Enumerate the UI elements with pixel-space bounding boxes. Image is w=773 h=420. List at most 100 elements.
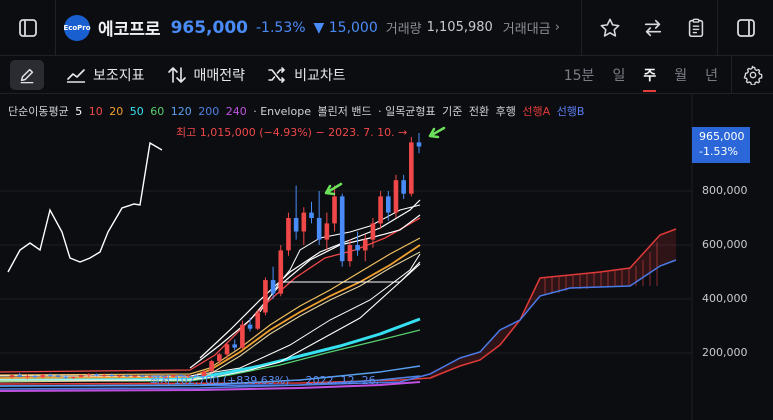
stock-name[interactable]: 에코프로 — [98, 20, 161, 40]
candle-body — [140, 375, 145, 377]
candle-body — [393, 180, 399, 213]
period-week[interactable]: 주 — [634, 56, 665, 94]
chart-toolbar: 보조지표 매매전략 비교차트 15분 일 주 월 년 — [0, 55, 773, 94]
header-actions — [581, 0, 773, 56]
period-month[interactable]: 월 — [674, 67, 688, 84]
sma-10: 10 — [88, 105, 103, 118]
candle-body — [17, 375, 22, 377]
sma-20: 20 — [109, 105, 124, 118]
candle-body — [355, 245, 360, 251]
strategy-label: 매매전략 — [193, 67, 246, 84]
pointer-arrows — [324, 126, 446, 196]
candle-body — [385, 196, 391, 213]
candle-body — [217, 354, 222, 362]
candle-body — [401, 180, 406, 194]
memo-button[interactable] — [674, 0, 717, 56]
candle-body — [193, 375, 199, 377]
bollinger-label: 볼린저 밴드 — [317, 105, 372, 118]
badge-price: 965,000 — [699, 130, 745, 143]
candle-body — [25, 375, 30, 377]
pencil-icon — [20, 68, 34, 83]
chart-settings-button[interactable] — [731, 55, 773, 94]
candle — [232, 339, 238, 351]
candle-body — [124, 375, 130, 377]
sma-label: 단순이동평균 — [8, 105, 69, 118]
candle — [117, 374, 122, 378]
candle — [401, 174, 406, 200]
span-a: 선행A — [522, 105, 551, 118]
compare-label: 비교차트 — [294, 67, 346, 84]
trend-line-icon — [67, 68, 85, 83]
volume-value: 1,105,980 — [426, 20, 493, 35]
candle — [55, 374, 61, 378]
candle — [347, 239, 353, 267]
axis-label-200k: 200,000 — [702, 346, 748, 359]
stock-logo: EcoPro — [63, 14, 91, 41]
candle — [416, 132, 422, 154]
period-selector: 15분 일 주 월 년 — [555, 55, 773, 94]
candle-body — [301, 212, 307, 232]
sidebar-right-icon — [736, 18, 755, 37]
ichimoku-lagging: 후행 — [495, 105, 516, 118]
candle-body — [309, 212, 314, 218]
candle-body — [286, 218, 291, 251]
candle — [40, 374, 46, 379]
sma-200: 200 — [198, 105, 220, 118]
candle-body — [32, 375, 38, 378]
compare-button[interactable]: 비교차트 — [267, 65, 346, 85]
up-down-arrows-icon — [167, 66, 186, 83]
candle — [140, 374, 145, 378]
candle — [186, 374, 191, 378]
candle — [25, 374, 30, 380]
envelope-label: · Envelope — [253, 105, 311, 118]
trade-amount-label: 거래대금 — [502, 22, 551, 37]
candle — [301, 207, 307, 245]
candle-body — [117, 375, 122, 377]
candle — [270, 266, 276, 299]
candle — [247, 317, 253, 332]
candle-body — [178, 375, 184, 377]
indicator-legend[interactable]: 단순이동평균 5 10 20 50 60 120 200 240 · Envel… — [8, 103, 587, 119]
change-percent: -1.53% — [256, 19, 306, 36]
candle — [370, 218, 376, 248]
candle — [71, 376, 76, 380]
candle — [109, 373, 115, 377]
swap-arrows-icon — [644, 19, 661, 36]
price-chart[interactable] — [0, 94, 773, 420]
shuffle-icon — [268, 66, 285, 83]
period-15min[interactable]: 15분 — [563, 67, 595, 84]
candle — [278, 245, 284, 297]
drawing-tool-button[interactable] — [10, 59, 44, 90]
period-year[interactable]: 년 — [705, 67, 718, 84]
candle — [178, 374, 184, 377]
favorite-button[interactable] — [588, 0, 631, 56]
candle-body — [163, 376, 168, 378]
low-annotation: 최저 102,700 (+839.63%) − 2022. 12. 26. — [150, 374, 380, 387]
candle-body — [324, 223, 330, 240]
clipboard-icon — [688, 18, 703, 37]
change-amount: ▼ 15,000 — [313, 19, 378, 36]
panel-toggle-button[interactable] — [717, 0, 773, 56]
candle — [209, 359, 214, 373]
chevron-right-icon[interactable]: › — [554, 20, 560, 35]
strategy-button[interactable]: 매매전략 — [167, 65, 246, 85]
indicators-button[interactable]: 보조지표 — [66, 65, 145, 85]
indicators-label: 보조지표 — [93, 67, 145, 84]
volume-label: 거래량 — [385, 22, 422, 37]
candle — [316, 191, 322, 245]
candle-body — [170, 375, 176, 377]
axis-label-400k: 400,000 — [702, 292, 748, 305]
period-day[interactable]: 일 — [612, 67, 626, 84]
switch-button[interactable] — [631, 0, 674, 56]
sidebar-toggle-button[interactable] — [0, 0, 56, 56]
candle — [217, 353, 222, 364]
candle — [201, 370, 207, 377]
candle — [32, 375, 38, 378]
candle-body — [232, 344, 238, 348]
candle-body — [147, 376, 153, 378]
candlesticks — [9, 132, 422, 380]
ichimoku-cloud — [0, 228, 677, 387]
axis-label-600k: 600,000 — [702, 238, 748, 251]
candle — [255, 309, 261, 331]
candle-body — [101, 375, 107, 377]
